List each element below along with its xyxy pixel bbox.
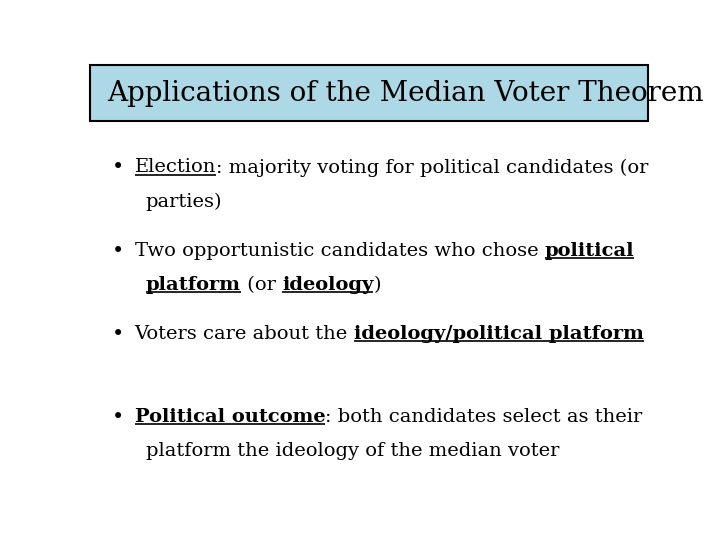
Text: Two opportunistic candidates who chose: Two opportunistic candidates who chose — [135, 241, 544, 260]
Text: platform the ideology of the median voter: platform the ideology of the median vote… — [145, 442, 559, 460]
Text: parties): parties) — [145, 192, 222, 211]
Text: ): ) — [373, 275, 381, 294]
Text: •: • — [112, 408, 125, 427]
Text: platform: platform — [145, 275, 240, 294]
Text: •: • — [112, 325, 125, 343]
Text: Election: Election — [135, 158, 216, 177]
FancyBboxPatch shape — [90, 65, 648, 121]
Text: Voters care about the: Voters care about the — [135, 325, 354, 343]
Text: Applications of the Median Voter Theorem: Applications of the Median Voter Theorem — [107, 79, 703, 106]
Text: political: political — [544, 241, 634, 260]
Text: •: • — [112, 158, 125, 177]
Text: ideology/political platform: ideology/political platform — [354, 325, 644, 343]
Text: ideology: ideology — [282, 275, 373, 294]
Text: (or: (or — [240, 275, 282, 294]
Text: : majority voting for political candidates (or: : majority voting for political candidat… — [216, 158, 649, 177]
Text: : both candidates select as their: : both candidates select as their — [325, 408, 642, 426]
Text: •: • — [112, 241, 125, 260]
Text: Political outcome: Political outcome — [135, 408, 325, 426]
